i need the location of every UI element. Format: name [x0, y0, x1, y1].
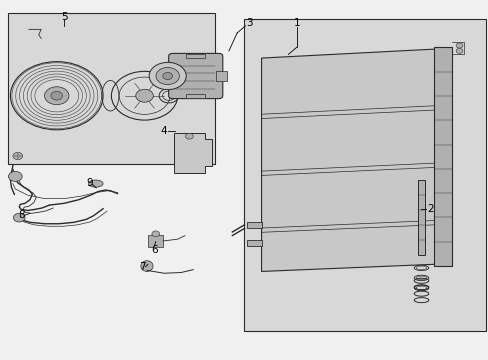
Bar [244, 19, 485, 330]
Text: 8: 8 [18, 210, 24, 220]
Bar [185, 54, 205, 58]
Ellipse shape [88, 180, 103, 187]
Text: 5: 5 [61, 12, 67, 22]
Bar [8, 13, 215, 164]
Bar [185, 94, 205, 98]
Circle shape [163, 72, 172, 80]
Polygon shape [261, 49, 434, 271]
Circle shape [44, 87, 69, 105]
Circle shape [455, 48, 462, 53]
Bar [148, 234, 163, 247]
Circle shape [51, 91, 62, 100]
Text: 6: 6 [151, 245, 157, 255]
Text: 4: 4 [161, 126, 167, 135]
Circle shape [8, 171, 22, 181]
Text: 7: 7 [139, 262, 145, 272]
Polygon shape [173, 134, 211, 173]
Ellipse shape [141, 261, 153, 271]
Circle shape [455, 43, 462, 48]
Bar [417, 180, 425, 255]
Text: 9: 9 [86, 178, 93, 188]
Circle shape [13, 152, 22, 159]
FancyBboxPatch shape [168, 53, 223, 99]
Circle shape [185, 134, 193, 139]
Text: 1: 1 [293, 18, 299, 28]
Bar [246, 239, 261, 246]
Circle shape [152, 231, 159, 237]
Circle shape [136, 89, 153, 102]
Bar [433, 47, 451, 266]
Circle shape [13, 213, 25, 222]
Bar [246, 222, 261, 228]
Text: 3: 3 [245, 18, 252, 28]
Circle shape [149, 62, 186, 90]
Circle shape [156, 67, 179, 85]
Bar [216, 71, 227, 81]
Text: 2: 2 [427, 204, 433, 215]
